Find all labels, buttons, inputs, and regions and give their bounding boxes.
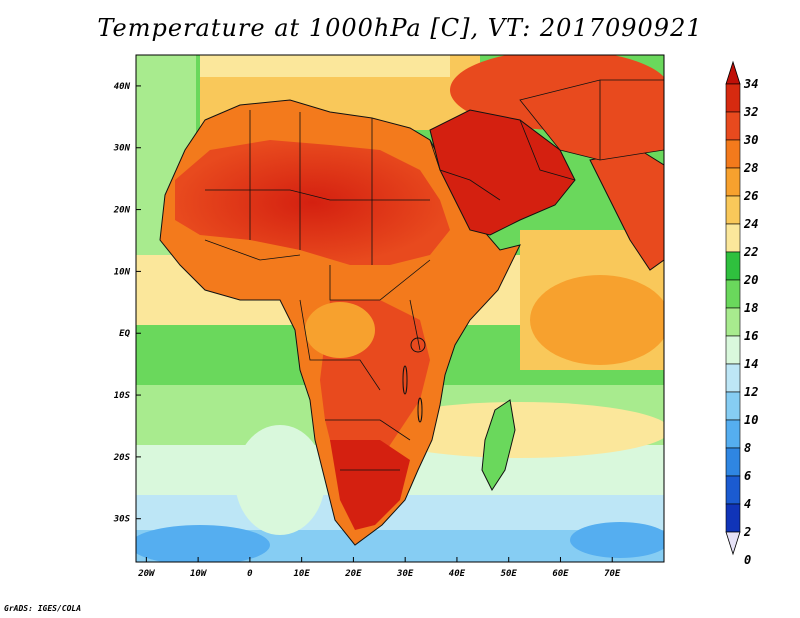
lat-tick-label: 10N — [114, 267, 131, 277]
lat-tick-label: 30S — [113, 515, 131, 525]
colorbar-segment — [725, 475, 741, 505]
cold-patch-southeast — [570, 522, 664, 558]
lake-tanganyika — [402, 365, 408, 395]
cold-patch-southwest — [136, 525, 270, 562]
lat-tick-label: 20S — [113, 453, 131, 463]
colorbar-label: 28 — [743, 161, 758, 175]
colorbar-label: 2 — [743, 525, 751, 539]
colorbar-segment — [725, 363, 741, 393]
colorbar-segment — [725, 391, 741, 421]
colorbar-label: 6 — [744, 469, 751, 483]
latitude-axis: 40N 30N 20N 10N EQ 10S 20S 30S — [113, 82, 141, 525]
colorbar-segment — [725, 167, 741, 197]
benguela-cool-tongue — [235, 425, 325, 535]
congo-basin-warm — [305, 302, 375, 358]
colorbar-segment — [725, 195, 741, 225]
map-frame — [135, 54, 665, 563]
lon-tick-label: 10W — [190, 569, 208, 579]
map-title: Temperature at 1000hPa [C], VT: 20170909… — [97, 14, 703, 42]
colorbar-segment — [725, 307, 741, 337]
lat-tick-label: 40N — [114, 82, 131, 92]
indian-ocean-warm-core — [530, 275, 664, 365]
colorbar-label: 16 — [744, 329, 758, 343]
lake-victoria — [410, 337, 426, 353]
madagascar — [481, 399, 516, 492]
colorbar-segment — [725, 279, 741, 309]
lon-tick-label: 50E — [501, 569, 518, 579]
southern-africa-hot — [330, 440, 410, 530]
country-borders — [204, 80, 601, 471]
colorbar-segment — [725, 251, 741, 281]
colorbar-label: 18 — [744, 301, 758, 315]
grads-credit: GrADS: IGES/COLA — [4, 604, 82, 613]
colorbar-label: 32 — [743, 105, 758, 119]
colorbar-label: 20 — [743, 273, 758, 287]
colorbar-segment — [725, 419, 741, 449]
colorbar-label: 4 — [744, 497, 751, 511]
lon-tick-label: 0 — [247, 569, 253, 579]
lon-tick-label: 70E — [604, 569, 621, 579]
colorbar-label: 30 — [743, 133, 758, 147]
colorbar-top-arrow — [725, 60, 741, 85]
lon-tick-label: 30E — [396, 569, 414, 579]
lat-tick-label: 10S — [114, 391, 131, 401]
colorbar-segment — [725, 111, 741, 141]
lat-tick-label: 30N — [113, 144, 131, 154]
colorbar-segment — [725, 83, 741, 113]
colorbar-label: 12 — [744, 385, 758, 399]
map-panel — [136, 55, 664, 562]
lon-tick-label: 40E — [449, 569, 466, 579]
lake-malawi — [417, 397, 423, 423]
colorbar-bottom-arrow — [725, 531, 741, 556]
colorbar-segment — [725, 503, 741, 533]
colorbar-label: 26 — [743, 189, 758, 203]
colorbar-label: 22 — [743, 245, 758, 259]
colorbar-label: 10 — [744, 413, 758, 427]
colorbar-label: 24 — [743, 217, 758, 231]
lon-tick-label: 10E — [294, 569, 311, 579]
warm-south-indian — [370, 402, 664, 458]
colorbar-segment — [725, 447, 741, 477]
europe-strip — [200, 55, 450, 77]
arabian-peninsula — [429, 109, 576, 236]
lat-tick-label: 20N — [113, 206, 131, 216]
colorbar-segment — [725, 335, 741, 365]
colorbar-label: 0 — [744, 553, 751, 567]
colorbar-label: 34 — [743, 77, 758, 91]
longitude-axis: 20W 10W 0 10E 20E 30E 40E 50E 60E 70E — [137, 557, 621, 579]
lon-tick-label: 20E — [344, 569, 362, 579]
colorbar-label: 14 — [744, 357, 758, 371]
colorbar-segment — [725, 223, 741, 253]
lon-tick-label: 20W — [137, 569, 156, 579]
colorbar-segment — [725, 139, 741, 169]
colorbar-label: 8 — [744, 441, 751, 455]
sahara-hot-core — [175, 140, 450, 265]
lon-tick-label: 60E — [552, 569, 569, 579]
lat-tick-label: EQ — [119, 329, 130, 339]
